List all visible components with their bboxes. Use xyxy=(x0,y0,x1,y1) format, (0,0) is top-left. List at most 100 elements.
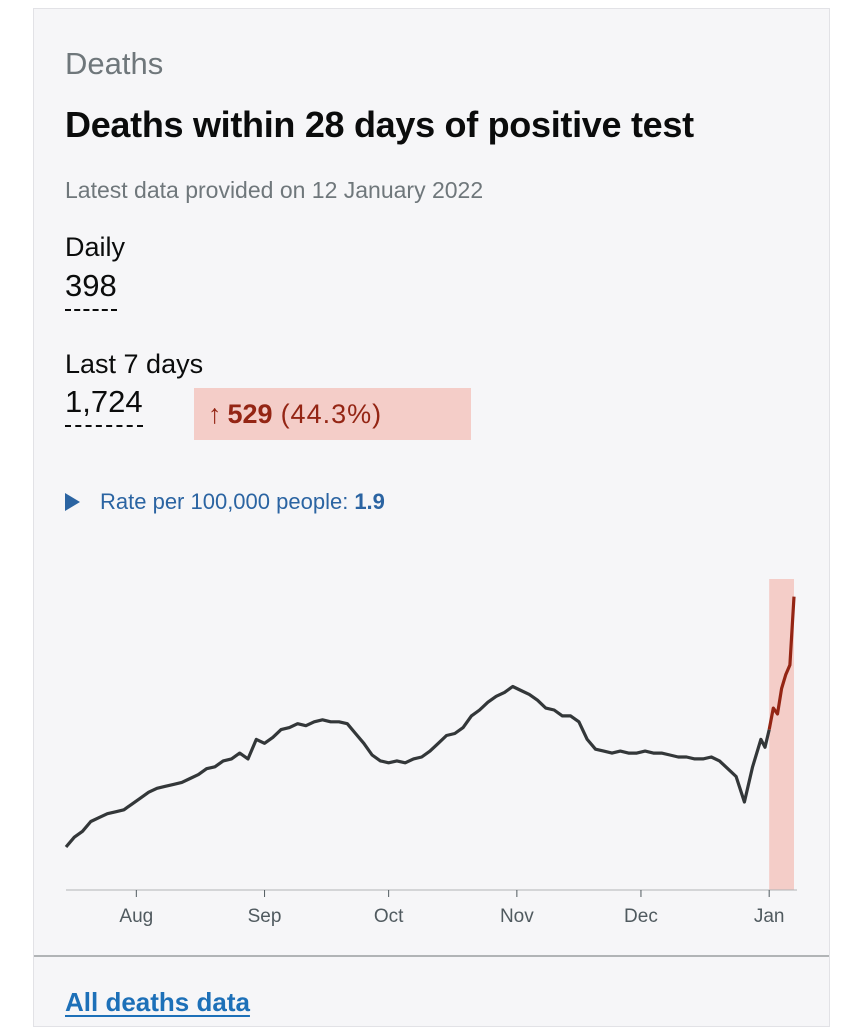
last-7-days-value[interactable]: 1,724 xyxy=(65,383,143,427)
data-point xyxy=(197,773,200,776)
x-tick-label: Oct xyxy=(374,906,404,927)
data-point xyxy=(685,755,688,758)
data-point xyxy=(619,750,622,753)
data-point xyxy=(354,732,357,735)
data-point xyxy=(751,765,754,768)
data-point xyxy=(470,714,473,717)
data-point xyxy=(172,783,175,786)
series-line-highlight xyxy=(767,596,796,730)
rate-toggle[interactable]: Rate per 100,000 people: 1.9 xyxy=(65,489,385,515)
data-point xyxy=(263,742,266,745)
data-point xyxy=(677,755,680,758)
data-point xyxy=(296,722,299,725)
data-point xyxy=(106,812,109,815)
rate-label: Rate per 100,000 people: xyxy=(100,489,349,514)
x-tick-label: Sep xyxy=(248,906,282,927)
section-title: Deaths xyxy=(65,46,164,81)
data-point xyxy=(213,765,216,768)
data-point xyxy=(602,750,605,753)
data-point xyxy=(594,748,597,751)
data-point xyxy=(362,742,365,745)
data-point xyxy=(288,726,291,729)
data-point xyxy=(735,775,738,778)
data-point xyxy=(668,754,671,757)
data-point xyxy=(759,738,762,741)
data-point xyxy=(189,777,192,780)
data-point xyxy=(788,664,791,667)
data-point xyxy=(511,685,514,688)
change-badge: ↑ 529 (44.3%) xyxy=(194,388,471,440)
data-point xyxy=(528,693,531,696)
data-point xyxy=(387,761,390,764)
data-point xyxy=(371,754,374,757)
data-point xyxy=(412,757,415,760)
data-point xyxy=(346,722,349,725)
daily-label: Daily xyxy=(65,232,126,262)
data-point xyxy=(437,742,440,745)
data-point xyxy=(627,752,630,755)
data-point xyxy=(222,759,225,762)
data-point xyxy=(164,785,167,788)
all-deaths-data-link[interactable]: All deaths data xyxy=(65,987,250,1017)
rate-value: 1.9 xyxy=(354,489,385,514)
data-point xyxy=(205,767,208,770)
last-7-days-label: Last 7 days xyxy=(65,349,204,379)
data-point xyxy=(569,714,572,717)
data-point xyxy=(329,720,332,723)
data-point xyxy=(635,752,638,755)
x-tick-label: Aug xyxy=(119,906,153,927)
data-point xyxy=(660,752,663,755)
data-point xyxy=(147,791,150,794)
data-point xyxy=(462,726,465,729)
data-point xyxy=(65,845,68,848)
data-point xyxy=(586,738,589,741)
data-point xyxy=(114,810,117,813)
x-tick-label: Nov xyxy=(500,906,534,927)
arrow-up-icon: ↑ xyxy=(208,399,222,429)
data-point xyxy=(553,709,556,712)
data-point xyxy=(445,734,448,737)
highlight-region xyxy=(769,579,794,890)
data-point xyxy=(743,800,746,803)
data-point xyxy=(73,836,76,839)
data-point xyxy=(156,787,159,790)
data-point xyxy=(321,718,324,721)
x-tick-label: Jan xyxy=(754,906,785,927)
data-point xyxy=(255,738,258,741)
data-point xyxy=(776,712,779,715)
data-point xyxy=(536,699,539,702)
data-point xyxy=(304,724,307,727)
data-point xyxy=(503,691,506,694)
x-tick-label: Dec xyxy=(624,906,658,927)
data-point xyxy=(81,830,84,833)
data-point xyxy=(693,757,696,760)
data-point xyxy=(238,752,241,755)
data-point xyxy=(495,695,498,698)
data-point xyxy=(429,750,432,753)
data-point xyxy=(379,759,382,762)
data-point xyxy=(784,673,787,676)
data-point xyxy=(404,761,407,764)
data-point xyxy=(420,755,423,758)
change-value: 529 xyxy=(227,399,273,429)
data-point xyxy=(644,750,647,753)
data-point xyxy=(772,707,775,710)
data-point xyxy=(395,759,398,762)
divider xyxy=(34,955,829,957)
latest-data-text: Latest data provided on 12 January 2022 xyxy=(65,177,484,203)
data-point xyxy=(702,757,705,760)
data-point xyxy=(453,732,456,735)
data-point xyxy=(98,816,101,819)
data-point xyxy=(338,720,341,723)
deaths-line-chart: Aug Sep Oct Nov Dec Jan xyxy=(64,579,797,927)
deaths-card: Deaths Deaths within 28 days of positive… xyxy=(33,8,830,1027)
data-point xyxy=(520,689,523,692)
daily-value[interactable]: 398 xyxy=(65,267,117,311)
data-point xyxy=(793,595,796,598)
data-point xyxy=(577,720,580,723)
data-point xyxy=(652,752,655,755)
data-point xyxy=(780,687,783,690)
data-point xyxy=(139,797,142,800)
data-point xyxy=(611,752,614,755)
data-point xyxy=(768,728,771,731)
